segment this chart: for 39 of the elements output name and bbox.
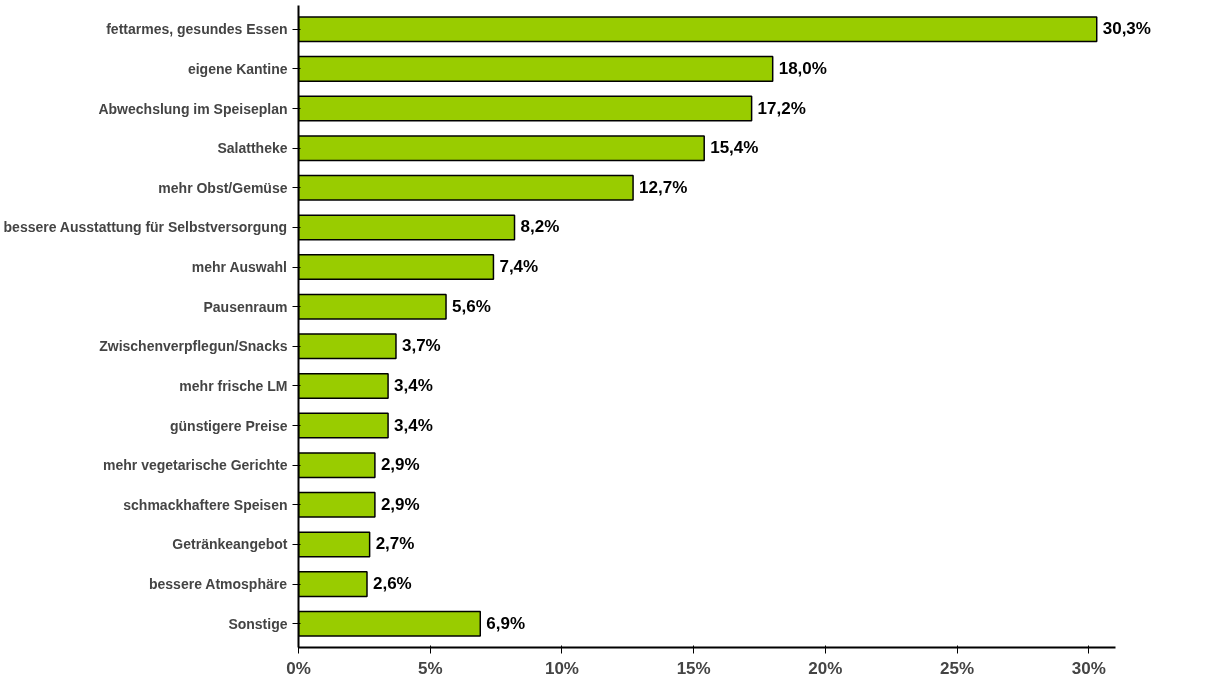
y-tick-label: mehr vegetarische Gerichte — [103, 457, 288, 474]
data-label: 2,9% — [380, 455, 420, 475]
x-tick-label: 30% — [1071, 658, 1106, 678]
y-tick-label: Sonstige — [228, 615, 288, 632]
data-label: 8,2% — [520, 217, 560, 237]
x-tick-label: 20% — [808, 658, 843, 678]
y-tick-label: mehr frische LM — [179, 377, 288, 394]
y-tick-label: bessere Ausstattung für Selbstversorgung — [3, 219, 287, 236]
data-label: 3,4% — [394, 415, 433, 435]
data-label: 2,9% — [380, 494, 420, 514]
data-label: 5,6% — [452, 296, 491, 316]
x-tick-label: 0% — [286, 658, 311, 678]
data-label: 30,3% — [1102, 19, 1151, 39]
y-tick-label: bessere Atmosphäre — [149, 576, 288, 593]
data-label: 7,4% — [499, 257, 539, 277]
data-label: 2,7% — [375, 534, 415, 554]
x-tick-label: 10% — [544, 658, 579, 678]
data-label: 6,9% — [486, 613, 526, 633]
y-tick-label: Salattheke — [217, 140, 288, 157]
x-tick-label: 25% — [940, 658, 975, 678]
y-tick-label: fettarmes, gesundes Essen — [106, 21, 288, 38]
data-label: 18,0% — [778, 58, 827, 78]
data-label: 2,6% — [372, 574, 412, 594]
data-label: 12,7% — [639, 177, 688, 197]
y-tick-label: günstigere Preise — [170, 417, 288, 434]
data-label: 15,4% — [710, 138, 759, 158]
data-label: 17,2% — [757, 98, 806, 118]
data-label: 3,4% — [394, 375, 433, 395]
y-tick-label: Zwischenverpflegun/Snacks — [99, 338, 288, 355]
y-tick-label: Getränkeangebot — [172, 536, 288, 553]
y-tick-label: schmackhaftere Speisen — [123, 496, 288, 513]
y-tick-label: eigene Kantine — [187, 60, 288, 77]
x-tick-label: 5% — [417, 658, 443, 678]
x-tick-label: 15% — [676, 658, 711, 678]
y-tick-label: mehr Auswahl — [191, 259, 287, 276]
y-tick-label: Pausenraum — [203, 298, 288, 315]
y-tick-label: Abwechslung im Speiseplan — [98, 100, 288, 117]
data-label: 3,7% — [401, 336, 441, 356]
y-tick-label: mehr Obst/Gemüse — [158, 179, 288, 196]
